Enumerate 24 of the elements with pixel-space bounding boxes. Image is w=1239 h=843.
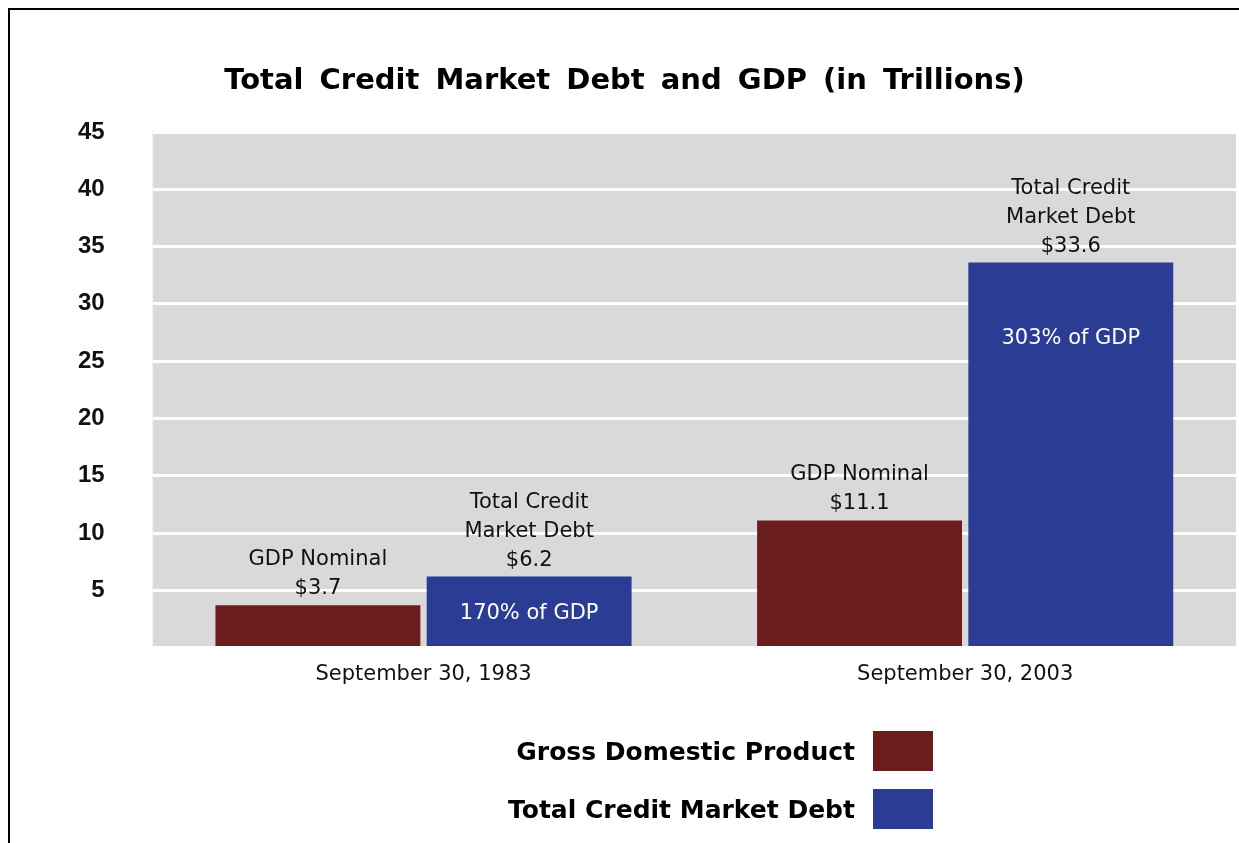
data-label: GDP Nominal $11.1 bbox=[790, 461, 929, 515]
y-tick-label: 40 bbox=[77, 173, 105, 201]
bar bbox=[426, 576, 632, 647]
data-label: GDP Nominal $3.7 bbox=[248, 546, 388, 600]
y-tick-label: 15 bbox=[77, 460, 105, 488]
bar bbox=[215, 605, 421, 647]
x-tick-label: September 30, 1983 bbox=[315, 660, 532, 685]
chart-title: Total Credit Market Debt and GDP (in Trillions) bbox=[223, 62, 1026, 96]
data-label: Total Credit Market Debt $33.6 bbox=[1006, 174, 1136, 257]
y-tick-label: 25 bbox=[77, 345, 105, 373]
y-tick-label: 30 bbox=[77, 288, 105, 316]
bar bbox=[757, 520, 963, 647]
legend-label: Total Credit Market Debt bbox=[508, 794, 855, 824]
data-label: Total Credit Market Debt $6.2 bbox=[464, 488, 594, 571]
annotation: 303% of GDP bbox=[1001, 324, 1141, 349]
bar bbox=[968, 262, 1174, 647]
y-tick-label: 35 bbox=[77, 231, 105, 259]
x-tick-label: September 30, 2003 bbox=[857, 660, 1074, 685]
y-tick-label: 5 bbox=[91, 574, 105, 602]
legend-label: Gross Domestic Product bbox=[516, 736, 855, 766]
y-tick-label: 20 bbox=[77, 403, 105, 431]
y-tick-label: 45 bbox=[77, 116, 105, 144]
annotation: 170% of GDP bbox=[459, 599, 599, 624]
y-tick-label: 10 bbox=[77, 517, 105, 545]
